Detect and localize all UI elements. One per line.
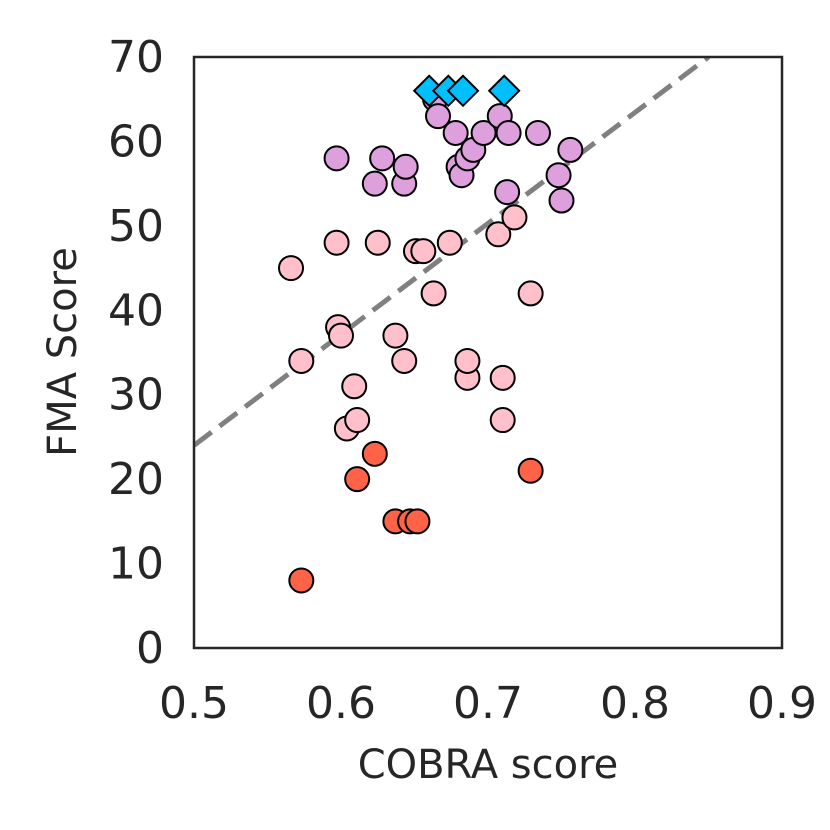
data-point: [364, 229, 391, 256]
data-point: [489, 407, 516, 434]
y-tick-label: 0: [136, 623, 164, 674]
data-point: [344, 407, 371, 434]
data-point: [454, 347, 481, 374]
data-point: [391, 347, 418, 374]
data-point: [485, 221, 512, 248]
plot-frame: [192, 55, 784, 650]
data-point: [344, 466, 371, 493]
data-point: [495, 119, 522, 146]
data-point: [392, 153, 419, 180]
data-point: [557, 136, 584, 163]
data-point: [548, 187, 575, 214]
y-tick-label: 30: [108, 370, 164, 421]
x-tick-label: 0.9: [747, 678, 817, 729]
x-tick-label: 0.7: [453, 678, 523, 729]
x-axis-ticks: 0.5 0.6 0.7 0.8 0.9: [159, 678, 817, 729]
data-point: [341, 373, 368, 400]
y-tick-label: 70: [108, 32, 164, 83]
data-point: [288, 347, 315, 374]
data-point: [361, 440, 388, 467]
data-point: [494, 179, 521, 206]
data-point: [517, 280, 544, 307]
y-tick-label: 20: [108, 454, 164, 505]
data-point: [489, 364, 516, 391]
y-axis-label: FMA Score: [40, 247, 86, 457]
data-point: [404, 508, 431, 535]
data-point: [361, 170, 388, 197]
data-point: [288, 567, 315, 594]
y-tick-label: 60: [108, 116, 164, 167]
data-point: [323, 229, 350, 256]
data-point: [420, 280, 447, 307]
data-point: [278, 255, 305, 282]
x-axis-label: COBRA score: [358, 742, 619, 788]
plot-area: [194, 57, 711, 594]
y-tick-label: 50: [108, 201, 164, 252]
x-tick-label: 0.8: [600, 678, 670, 729]
y-tick-label: 10: [108, 539, 164, 590]
y-tick-label: 40: [108, 285, 164, 336]
data-point: [487, 74, 521, 108]
data-point: [524, 119, 551, 146]
data-point: [328, 322, 354, 349]
x-tick-label: 0.5: [159, 678, 229, 729]
data-point: [410, 238, 437, 265]
data-point: [517, 457, 544, 484]
data-point: [323, 145, 350, 172]
data-point: [436, 229, 463, 256]
data-point: [545, 162, 572, 189]
data-point: [442, 119, 469, 146]
data-point: [501, 204, 528, 231]
x-tick-label: 0.6: [306, 678, 376, 729]
data-point: [382, 322, 409, 349]
y-axis-ticks: 0 10 20 30 40 50 60 70: [108, 32, 164, 674]
data-point: [369, 145, 396, 172]
data-point: [425, 103, 452, 130]
data-point: [446, 74, 480, 108]
